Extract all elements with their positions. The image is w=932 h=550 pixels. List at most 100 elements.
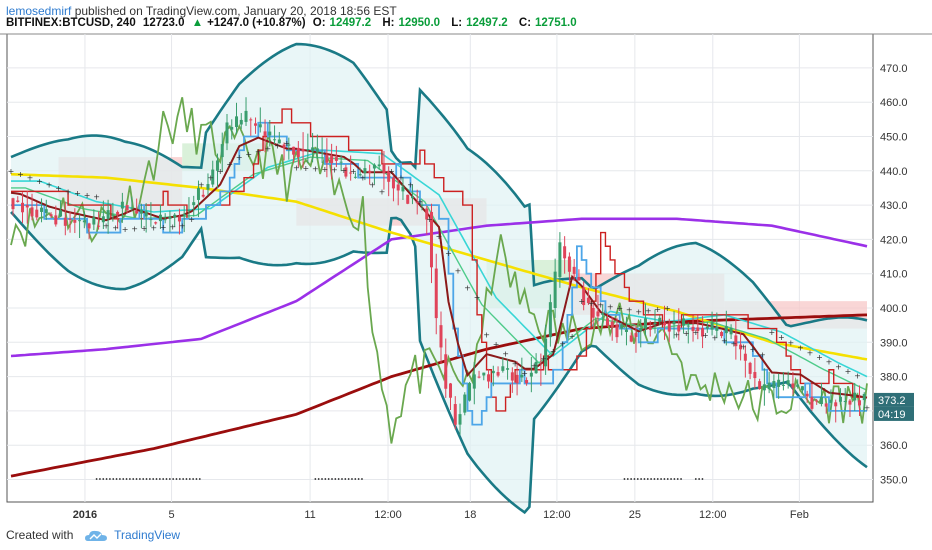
sar-marker: + <box>597 301 604 310</box>
candle-body <box>287 144 291 146</box>
y-tick-label: 460.0 <box>880 97 908 109</box>
candle-body <box>653 322 657 325</box>
x-tick-label: 2016 <box>73 509 97 521</box>
signal-dot <box>99 478 101 480</box>
signal-dot <box>656 478 659 480</box>
sar-marker: + <box>379 187 386 196</box>
sar-marker: + <box>255 147 262 156</box>
signal-dot <box>351 478 353 480</box>
candle-body <box>120 201 124 209</box>
low-label: L: <box>451 17 463 29</box>
candle-body <box>762 384 766 391</box>
signal-dot <box>198 478 201 480</box>
candle-body <box>506 368 510 370</box>
candle-body <box>334 157 338 161</box>
y-tick-label: 440.0 <box>880 166 908 178</box>
sar-marker: + <box>797 343 804 352</box>
sar-marker: + <box>179 222 186 231</box>
signal-dot <box>623 478 626 480</box>
tradingview-brand-link[interactable]: TradingView <box>114 528 181 542</box>
y-tick-label: 390.0 <box>880 337 908 349</box>
signal-dot <box>148 478 151 480</box>
sar-marker: + <box>17 170 24 179</box>
candle-body <box>743 353 747 361</box>
candle-body <box>439 325 443 348</box>
x-tick-label: 5 <box>168 509 174 521</box>
signal-dot <box>640 478 643 480</box>
bollinger-lower <box>10 211 868 515</box>
sar-marker: + <box>835 362 842 371</box>
candle-body <box>634 333 638 337</box>
signal-dot <box>663 478 666 480</box>
signal-dot <box>626 478 629 480</box>
close-value: 12751.0 <box>535 17 577 29</box>
footer: Created with TradingView <box>6 528 180 542</box>
candle-body <box>705 326 709 329</box>
candle-body <box>663 322 667 326</box>
candle-body <box>101 216 105 223</box>
sar-marker: + <box>274 142 281 151</box>
low-value: 12497.2 <box>466 17 508 29</box>
candle-body <box>843 401 847 403</box>
sar-marker: + <box>36 177 43 186</box>
candle-body <box>758 381 762 389</box>
candle-body <box>301 149 305 152</box>
last-price-tag-label: 373.2 <box>878 395 906 407</box>
sar-marker: + <box>464 283 471 292</box>
signal-dot <box>670 478 672 480</box>
candle-body <box>387 170 391 182</box>
x-tick-label: 11 <box>304 509 315 521</box>
candle-body <box>544 338 548 367</box>
candle-body <box>344 167 348 177</box>
signal-dot <box>666 478 669 480</box>
candle-body <box>211 169 215 185</box>
author-link[interactable]: lemosedmirf <box>6 4 72 18</box>
candle-body <box>325 154 329 163</box>
y-tick-label: 400.0 <box>880 303 908 315</box>
candle-body <box>834 402 838 407</box>
candle-body <box>529 372 533 377</box>
bollinger-fill <box>11 44 867 513</box>
candle-body <box>49 214 53 217</box>
signal-dot <box>172 478 175 480</box>
sar-marker: + <box>122 225 129 234</box>
sar-marker: + <box>312 165 319 174</box>
x-tick-label: 12:00 <box>374 509 402 521</box>
sar-marker: + <box>302 164 309 173</box>
candle-body <box>106 210 110 219</box>
candle-body <box>720 332 724 337</box>
y-tick-label: 450.0 <box>880 132 908 144</box>
last-price-tag <box>874 392 914 407</box>
ma-yellow-line <box>10 172 868 361</box>
x-tick-label: 12:00 <box>699 509 727 521</box>
sar-marker: + <box>417 198 424 207</box>
candle-body <box>682 318 686 326</box>
candle-body <box>82 220 86 223</box>
candle-body <box>258 124 262 128</box>
sar-marker: + <box>198 181 205 190</box>
sar-marker: + <box>65 187 72 196</box>
sar-marker: + <box>322 165 329 174</box>
candle-body <box>149 219 153 221</box>
sar-marker: + <box>217 167 224 176</box>
sar-marker: + <box>769 328 776 337</box>
y-tick-label: 350.0 <box>880 475 908 487</box>
candle-body <box>691 326 695 332</box>
signal-dot <box>676 478 679 480</box>
candle-body <box>444 354 448 389</box>
signal-dot <box>195 478 198 480</box>
sar-marker: + <box>398 174 405 183</box>
candle-body <box>35 209 39 218</box>
candle-body <box>311 147 315 152</box>
signal-dot <box>324 478 327 480</box>
sar-marker: + <box>407 181 414 190</box>
candle-body <box>672 321 676 325</box>
sar-marker: + <box>664 304 671 313</box>
candle-body <box>734 335 738 347</box>
sar-marker: + <box>93 193 100 202</box>
sar-marker: + <box>864 403 871 412</box>
sar-marker: + <box>607 302 614 311</box>
sar-marker: + <box>559 339 566 348</box>
candle-body <box>477 376 481 378</box>
